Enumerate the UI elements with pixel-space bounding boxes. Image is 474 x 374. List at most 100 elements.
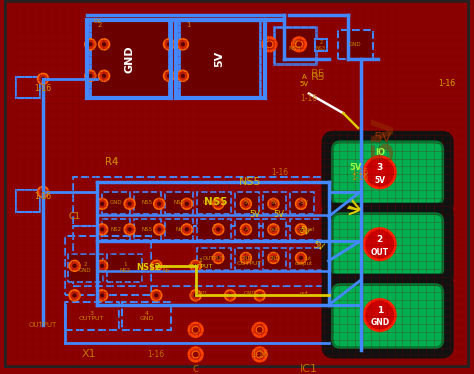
Circle shape <box>216 202 220 206</box>
Text: out: out <box>270 227 279 232</box>
Text: A
5V: A 5V <box>300 74 309 87</box>
Bar <box>134 192 161 214</box>
Circle shape <box>128 202 132 206</box>
Text: 1-16: 1-16 <box>352 168 369 177</box>
Text: 1-16: 1-16 <box>35 192 52 202</box>
Bar <box>91 20 169 98</box>
Circle shape <box>192 351 199 358</box>
Circle shape <box>266 41 273 48</box>
Text: X1: X1 <box>82 349 97 359</box>
Circle shape <box>97 198 108 209</box>
Circle shape <box>41 77 45 81</box>
Text: 5V: 5V <box>214 51 224 67</box>
Circle shape <box>37 73 48 84</box>
Bar <box>274 27 316 64</box>
Text: 1-16: 1-16 <box>438 79 455 88</box>
Text: D2: D2 <box>93 19 101 24</box>
Circle shape <box>263 37 276 51</box>
FancyBboxPatch shape <box>332 214 443 277</box>
Circle shape <box>240 224 251 235</box>
Circle shape <box>100 264 104 268</box>
Circle shape <box>88 74 92 78</box>
Circle shape <box>192 327 199 333</box>
Text: R5: R5 <box>311 69 326 79</box>
Text: NS5: NS5 <box>142 200 153 205</box>
FancyBboxPatch shape <box>324 276 452 356</box>
Circle shape <box>240 252 251 263</box>
Circle shape <box>167 42 171 46</box>
Circle shape <box>181 74 185 78</box>
Text: NS5: NS5 <box>204 197 227 207</box>
Text: 5V: 5V <box>243 200 250 205</box>
FancyBboxPatch shape <box>332 285 443 347</box>
Circle shape <box>268 224 279 235</box>
Bar <box>338 30 373 59</box>
Text: 1-16: 1-16 <box>148 350 165 359</box>
Circle shape <box>213 198 224 209</box>
Bar <box>64 236 151 295</box>
Bar <box>17 190 40 212</box>
Bar <box>134 218 161 240</box>
Circle shape <box>69 290 80 301</box>
Text: ~5V: ~5V <box>296 200 308 205</box>
Text: R5: R5 <box>311 72 326 82</box>
Text: 1-16: 1-16 <box>35 84 52 93</box>
Bar <box>235 248 259 270</box>
Text: 5V: 5V <box>349 163 361 172</box>
Text: 2: 2 <box>98 22 102 28</box>
Circle shape <box>189 347 202 361</box>
Text: 1: 1 <box>186 22 191 28</box>
Bar <box>197 248 231 270</box>
Text: 3: 3 <box>377 163 383 172</box>
Text: R4: R4 <box>105 157 118 168</box>
Circle shape <box>69 260 80 271</box>
Bar <box>102 218 130 240</box>
Circle shape <box>299 227 303 232</box>
Circle shape <box>41 190 45 194</box>
Circle shape <box>257 293 262 298</box>
Text: OUTPUT: OUTPUT <box>29 322 57 328</box>
Text: out: out <box>300 291 309 296</box>
Circle shape <box>271 227 275 232</box>
Text: out: out <box>303 257 311 261</box>
Circle shape <box>37 187 48 197</box>
Text: NS$2: NS$2 <box>136 263 161 272</box>
Bar <box>197 192 231 214</box>
Text: C1: C1 <box>69 212 81 221</box>
Text: 5V: 5V <box>374 176 385 185</box>
Bar <box>235 192 259 214</box>
Text: 1
OUTPUT: 1 OUTPUT <box>188 258 213 269</box>
Bar <box>197 218 231 240</box>
Text: A
5V: A 5V <box>300 74 309 87</box>
Circle shape <box>99 39 109 50</box>
Circle shape <box>73 293 77 298</box>
Circle shape <box>193 264 198 268</box>
Text: NS5: NS5 <box>238 177 261 187</box>
Circle shape <box>157 202 161 206</box>
Text: 5V: 5V <box>274 210 285 219</box>
Circle shape <box>228 293 232 298</box>
Circle shape <box>292 37 306 51</box>
Circle shape <box>154 293 158 298</box>
Text: >: > <box>346 203 360 221</box>
Circle shape <box>299 202 303 206</box>
Text: 1-16: 1-16 <box>352 173 369 182</box>
Text: GND: GND <box>244 291 256 296</box>
Text: NS5: NS5 <box>173 200 184 205</box>
Text: 5V: 5V <box>368 116 397 160</box>
Text: 1-16: 1-16 <box>35 84 52 93</box>
Text: OUTPUT: OUTPUT <box>237 261 263 266</box>
Bar <box>68 254 103 282</box>
Circle shape <box>154 224 164 235</box>
Text: 5V: 5V <box>271 200 278 205</box>
Text: IC1: IC1 <box>300 364 318 374</box>
Text: 1-16: 1-16 <box>438 79 455 88</box>
Text: 2
GND: 2 GND <box>79 263 91 273</box>
Circle shape <box>244 202 248 206</box>
Circle shape <box>85 70 96 81</box>
Circle shape <box>190 260 201 271</box>
Text: GND: GND <box>370 318 389 328</box>
Circle shape <box>256 351 263 358</box>
Circle shape <box>177 39 188 50</box>
Circle shape <box>154 198 164 209</box>
